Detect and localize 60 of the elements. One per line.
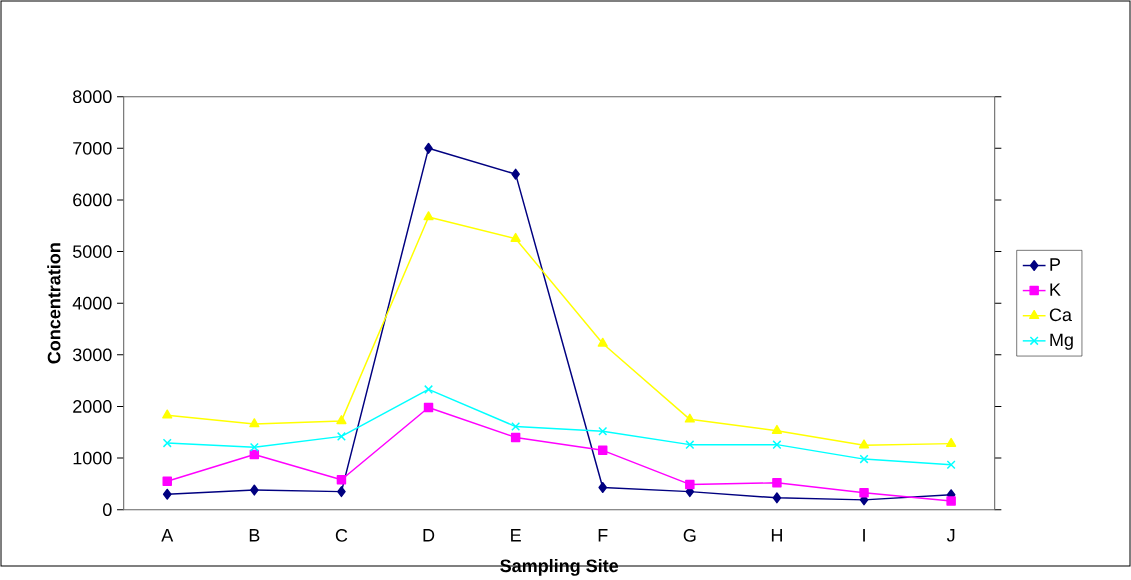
point: [249, 418, 260, 428]
y-tick-label: 3000: [72, 348, 112, 362]
x-tick-label: G: [683, 528, 696, 542]
x-tick-label: A: [161, 528, 174, 542]
point: [511, 421, 521, 431]
point: [510, 232, 521, 242]
point: [511, 168, 520, 180]
point: [423, 402, 434, 413]
point: [597, 337, 608, 347]
x-axis-title: Sampling Site: [500, 558, 619, 576]
point: [162, 476, 172, 486]
point: [685, 479, 695, 490]
x-tick-label: B: [249, 528, 260, 542]
point: [249, 442, 259, 452]
point: [772, 477, 782, 488]
point: [162, 438, 172, 448]
point: [250, 484, 259, 496]
point: [946, 496, 956, 506]
point: [336, 414, 347, 425]
point: [946, 460, 956, 470]
point: [336, 474, 347, 485]
legend-label: Mg: [1050, 333, 1073, 350]
point: [336, 431, 346, 441]
point: [162, 409, 173, 419]
point: [772, 440, 782, 450]
point: [597, 445, 608, 455]
legend-label: P: [1050, 258, 1061, 271]
legend-label: Ca: [1049, 308, 1072, 322]
y-axis-title: Concentration: [47, 243, 61, 364]
x-tick-label: D: [423, 528, 435, 542]
point: [859, 487, 869, 498]
point: [510, 432, 521, 443]
point: [423, 211, 434, 221]
point: [859, 454, 869, 464]
y-tick-label: 0: [103, 503, 112, 516]
point: [598, 481, 608, 493]
y-tick-label: 2000: [73, 399, 112, 413]
x-tick-label: H: [771, 528, 782, 542]
point: [684, 413, 695, 423]
y-tick-label: 7000: [73, 141, 112, 155]
y-tick-label: 5000: [72, 245, 112, 258]
x-tick-label: E: [511, 528, 521, 542]
point: [858, 439, 870, 449]
x-tick-label: I: [863, 528, 865, 542]
point: [772, 492, 782, 504]
y-tick-label: 6000: [73, 193, 112, 207]
point: [162, 488, 172, 500]
y-tick-label: 1000: [73, 451, 112, 465]
point: [685, 440, 695, 450]
point: [424, 384, 434, 394]
x-tick-label: C: [335, 528, 348, 542]
y-tick-label: 4000: [72, 296, 112, 310]
point: [946, 437, 957, 447]
y-tick-label: 8000: [73, 90, 112, 103]
point: [598, 426, 608, 436]
point: [771, 424, 783, 434]
x-tick-label: J: [946, 528, 955, 542]
legend-label: K: [1050, 283, 1061, 296]
x-tick-label: F: [598, 528, 608, 542]
point: [424, 142, 433, 154]
